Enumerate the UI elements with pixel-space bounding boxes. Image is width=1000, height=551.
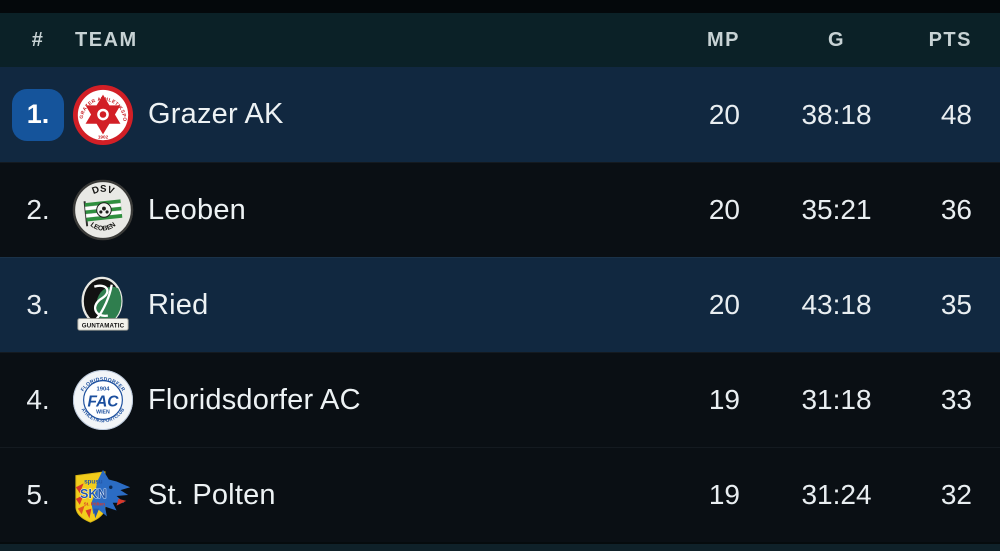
header-rank: # [31, 28, 45, 51]
team-name: St. Polten [148, 478, 276, 511]
top-strip [0, 0, 1000, 13]
svg-text:GUNTAMATIC: GUNTAMATIC [82, 322, 125, 329]
team-name: Grazer AK [148, 98, 284, 130]
table-row[interactable]: 2. [0, 162, 1000, 257]
team-name: Ried [148, 288, 209, 321]
header-pts: PTS [928, 28, 972, 51]
ried-logo: GUNTAMATIC [77, 276, 129, 331]
svg-text:LEOBEN: LEOBEN [89, 221, 117, 232]
floridsdorfer-ac-logo: FLORIDSDORFER ATHLETIKSPORTCLUB 1904 FAC… [72, 369, 134, 431]
points: 32 [940, 479, 972, 510]
svg-text:spusu: spusu [84, 478, 103, 485]
matches-played: 20 [708, 289, 740, 320]
svg-text:1904: 1904 [97, 386, 111, 392]
matches-played: 19 [708, 479, 740, 510]
matches-played: 19 [708, 384, 740, 415]
goal-ratio: 35:21 [801, 194, 872, 225]
st-polten-logo: spusu SKN St. Pölten [75, 469, 131, 523]
points: 36 [940, 194, 972, 225]
matches-played: 20 [708, 194, 740, 225]
table-header: # TEAM MP G PTS [0, 13, 1000, 67]
goal-ratio: 43:18 [801, 289, 872, 320]
table-row[interactable]: 3. GUNTAMATIC Ried 20 43:18 35 [0, 257, 1000, 352]
rank-number: 4. [26, 384, 50, 415]
rank-number: 2. [26, 194, 50, 225]
header-team: TEAM [75, 28, 138, 51]
next-row-edge [0, 542, 1000, 551]
svg-text:DSV: DSV [91, 184, 116, 197]
svg-text:1902: 1902 [98, 134, 109, 139]
goal-ratio: 38:18 [801, 98, 872, 130]
grazer-ak-logo: GRAZER ATHLETIKSPORT KLUB 1902 [72, 84, 134, 145]
points: 33 [940, 384, 972, 415]
rank-number: 3. [26, 289, 50, 320]
goal-ratio: 31:24 [801, 479, 872, 510]
table-row[interactable]: 1. GRAZER ATHLETIKSPORT KLUB 1902 Grazer… [0, 67, 1000, 162]
rank-number: 5. [26, 479, 50, 510]
team-name: Floridsdorfer AC [148, 383, 361, 416]
goal-ratio: 31:18 [801, 384, 872, 415]
rank-badge: 1. [12, 88, 64, 141]
table-row[interactable]: 5. spusu SKN St. Pölten St. Polten 19 31… [0, 447, 1000, 542]
points: 48 [940, 98, 972, 130]
svg-text:FAC: FAC [88, 393, 120, 410]
points: 35 [940, 289, 972, 320]
leoben-logo: DSV LEOBEN [72, 179, 134, 241]
table-row[interactable]: 4. FLORIDSDORFER ATHLETIKSPORTCLUB 1904 … [0, 352, 1000, 447]
svg-text:SKN: SKN [80, 487, 107, 501]
matches-played: 20 [708, 98, 740, 130]
team-name: Leoben [148, 193, 246, 226]
svg-text:WIEN: WIEN [96, 410, 110, 416]
svg-text:St. Pölten: St. Pölten [84, 502, 106, 507]
header-goals: G [827, 28, 846, 51]
header-mp: MP [707, 28, 740, 51]
